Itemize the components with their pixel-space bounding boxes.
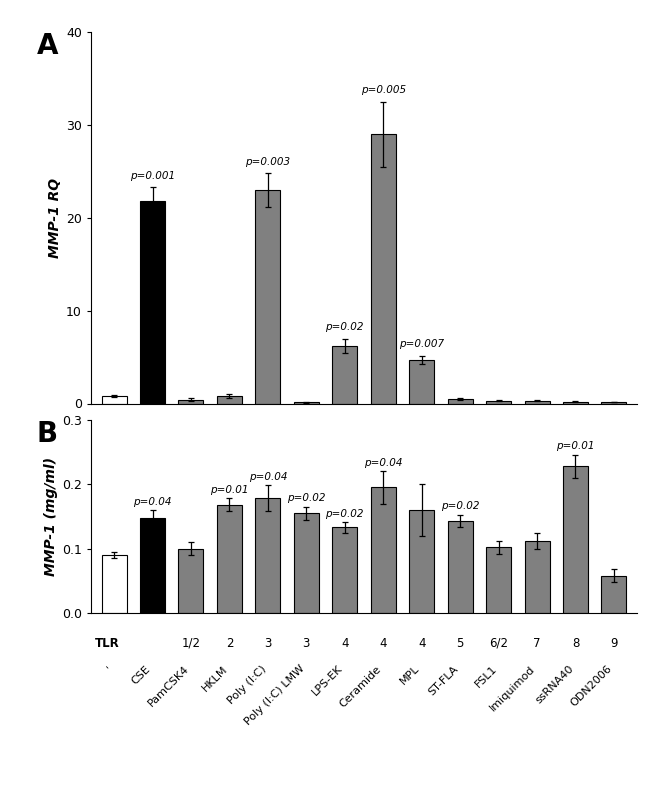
Bar xyxy=(601,402,627,404)
Bar xyxy=(525,541,549,613)
Text: p=0.01: p=0.01 xyxy=(210,485,249,495)
Text: p=0.02: p=0.02 xyxy=(326,508,364,519)
Text: Imiquimod: Imiquimod xyxy=(488,663,537,713)
Bar xyxy=(217,396,242,404)
Text: p=0.001: p=0.001 xyxy=(130,170,175,181)
Bar xyxy=(140,518,165,613)
Text: 3: 3 xyxy=(264,637,272,650)
Text: p=0.04: p=0.04 xyxy=(133,496,172,507)
Text: ST-FLA: ST-FLA xyxy=(426,663,460,697)
Bar xyxy=(140,201,165,404)
Text: p=0.04: p=0.04 xyxy=(364,458,402,468)
Bar xyxy=(486,547,511,613)
Text: 8: 8 xyxy=(572,637,579,650)
Text: CSE: CSE xyxy=(130,663,153,686)
Text: p=0.04: p=0.04 xyxy=(248,472,287,482)
Text: MPL: MPL xyxy=(398,663,422,687)
Text: p=0.01: p=0.01 xyxy=(556,441,595,451)
Bar xyxy=(563,402,588,404)
Bar xyxy=(217,505,242,613)
Text: 4: 4 xyxy=(418,637,426,650)
Bar xyxy=(448,399,473,404)
Bar xyxy=(294,513,318,613)
Text: 2: 2 xyxy=(226,637,233,650)
Text: p=0.005: p=0.005 xyxy=(361,86,406,95)
Text: 4: 4 xyxy=(341,637,348,650)
Text: HKLM: HKLM xyxy=(200,663,229,693)
Bar xyxy=(370,487,396,613)
Bar xyxy=(179,549,203,613)
Text: 4: 4 xyxy=(380,637,387,650)
Text: 6/2: 6/2 xyxy=(489,637,508,650)
Y-axis label: MMP-1 (mg/ml): MMP-1 (mg/ml) xyxy=(44,457,58,576)
Text: ODN2006: ODN2006 xyxy=(569,663,614,709)
Text: Ceramide: Ceramide xyxy=(338,663,384,709)
Bar xyxy=(563,466,588,613)
Bar xyxy=(486,401,511,404)
Bar xyxy=(332,346,358,404)
Bar xyxy=(601,576,627,613)
Text: p=0.02: p=0.02 xyxy=(287,493,326,504)
Text: 9: 9 xyxy=(610,637,617,650)
Text: 5: 5 xyxy=(456,637,464,650)
Bar xyxy=(101,396,127,404)
Text: p=0.007: p=0.007 xyxy=(399,340,444,349)
Bar xyxy=(294,402,318,404)
Text: PamCSK4: PamCSK4 xyxy=(146,663,191,709)
Text: 3: 3 xyxy=(303,637,310,650)
Bar xyxy=(370,134,396,404)
Text: ': ' xyxy=(105,663,114,673)
Bar xyxy=(410,360,434,404)
Text: Poly (I:C): Poly (I:C) xyxy=(226,663,268,706)
Bar xyxy=(525,401,549,404)
Text: A: A xyxy=(36,32,58,61)
Bar xyxy=(101,555,127,613)
Text: TLR: TLR xyxy=(95,637,120,650)
Text: LPS-EK: LPS-EK xyxy=(311,663,344,698)
Text: p=0.02: p=0.02 xyxy=(326,322,364,332)
Text: 7: 7 xyxy=(533,637,541,650)
Text: p=0.003: p=0.003 xyxy=(245,157,291,167)
Bar xyxy=(448,521,473,613)
Bar xyxy=(332,528,358,613)
Text: p=0.02: p=0.02 xyxy=(441,501,480,511)
Text: Poly (I:C) LMW: Poly (I:C) LMW xyxy=(242,663,306,727)
Bar xyxy=(255,499,280,613)
Bar xyxy=(255,190,280,404)
Text: ssRNA40: ssRNA40 xyxy=(534,663,575,705)
Text: B: B xyxy=(36,420,58,448)
Text: FSL1: FSL1 xyxy=(473,663,499,689)
Text: 1/2: 1/2 xyxy=(181,637,200,650)
Bar xyxy=(179,399,203,404)
Y-axis label: MMP-1 RQ: MMP-1 RQ xyxy=(48,178,62,258)
Bar xyxy=(410,510,434,613)
